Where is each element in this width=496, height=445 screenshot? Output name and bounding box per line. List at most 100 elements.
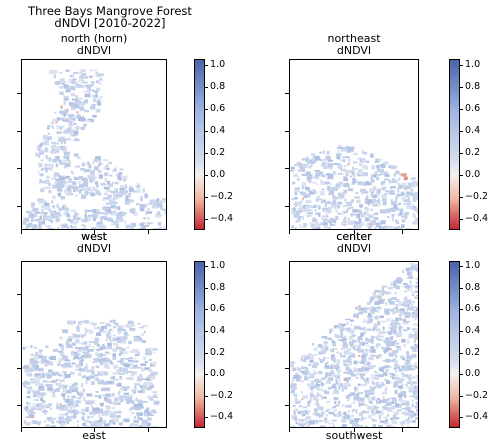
panel-bottom-label-center: southwest [325,429,383,442]
y-tick [17,368,21,369]
colorbar-tick-label: −0.4 [210,213,234,224]
colorbar-tick-label: 0.0 [465,368,481,379]
colorbar-tick [205,417,208,418]
colorbar-tick-label: 0.4 [465,125,481,136]
colorbar-tick-label: −0.4 [465,411,489,422]
colorbar-tick [460,266,463,267]
y-tick [285,368,289,369]
colorbar-tick [205,109,208,110]
colorbar-tick [205,197,208,198]
x-tick [289,230,290,234]
colorbar-tick [460,131,463,132]
panel-bottom-label-north: west [81,230,107,243]
y-tick [17,168,21,169]
y-tick [285,294,289,295]
colorbar-northeast [449,59,460,230]
y-tick [285,131,289,132]
map-north [21,59,167,230]
y-tick [17,405,21,406]
colorbar-tick [460,87,463,88]
colorbar-tick-label: 0.2 [210,347,226,358]
colorbar-tick [460,109,463,110]
colorbar-tick [205,266,208,267]
colorbar-tick-label: −0.2 [210,191,234,202]
colorbar-tick-label: 0.2 [210,147,226,158]
map-raster-west [22,319,160,427]
x-tick [354,428,355,432]
colorbar-tick [460,396,463,397]
map-northeast [289,59,419,230]
y-tick [285,93,289,94]
colorbar-tick-label: −0.4 [210,411,234,422]
colorbar-tick [460,417,463,418]
colorbar-tick-label: −0.2 [210,390,234,401]
colorbar-north [194,59,205,230]
colorbar-tick-label: 0.2 [465,347,481,358]
colorbar-tick [205,374,208,375]
map-raster-north [22,69,166,229]
colorbar-tick-label: −0.4 [465,213,489,224]
colorbar-tick [460,219,463,220]
map-raster-northeast [290,144,418,229]
colorbar-tick [460,374,463,375]
colorbar-tick-label: 0.6 [210,303,226,314]
colorbar-tick-label: 0.2 [465,147,481,158]
map-west [21,261,167,428]
colorbar-tick [460,175,463,176]
colorbar-tick-label: 0.4 [210,125,226,136]
panel-subtitle-west: dNDVI [76,242,112,255]
colorbar-center [449,261,460,428]
colorbar-tick-label: 1.0 [465,59,481,70]
panel-subtitle-north: dNDVI [76,44,112,57]
colorbar-tick-label: 0.8 [210,282,226,293]
colorbar-tick [460,309,463,310]
x-tick [21,230,22,234]
colorbar-tick-label: 0.4 [210,325,226,336]
x-tick [148,230,149,234]
colorbar-tick [205,131,208,132]
colorbar-tick [205,175,208,176]
colorbar-tick [460,65,463,66]
y-tick [285,168,289,169]
colorbar-west [194,261,205,428]
colorbar-tick [205,219,208,220]
panel-bottom-label-west: east [82,429,106,442]
figure-title-line2: dNDVI [2010-2022] [54,16,166,30]
y-tick [17,206,21,207]
panel-title-north: north (horn) [60,32,128,45]
x-tick [402,428,403,432]
y-tick [17,294,21,295]
colorbar-tick-label: 1.0 [210,260,226,271]
colorbar-tick [460,331,463,332]
colorbar-tick [460,197,463,198]
colorbar-tick-label: 0.6 [465,103,481,114]
x-tick [289,428,290,432]
colorbar-tick-label: 0.0 [210,368,226,379]
panel-title-center: center [336,230,372,243]
colorbar-tick-label: 0.4 [465,325,481,336]
colorbar-tick-label: −0.2 [465,191,489,202]
colorbar-tick [460,288,463,289]
panel-subtitle-center: dNDVI [336,242,372,255]
figure-title-line1: Three Bays Mangrove Forest [28,4,192,18]
panel-subtitle-northeast: dNDVI [336,44,372,57]
colorbar-tick [460,153,463,154]
panel-title-west: west [81,230,107,243]
y-tick [17,331,21,332]
x-tick [148,428,149,432]
panel-title-northeast: northeast [327,32,381,45]
colorbar-tick-label: 1.0 [465,260,481,271]
colorbar-tick [205,153,208,154]
colorbar-tick-label: 0.0 [465,169,481,180]
x-tick [94,428,95,432]
x-tick [354,230,355,234]
map-center [289,261,419,428]
colorbar-tick [205,353,208,354]
colorbar-tick-label: 0.0 [210,169,226,180]
colorbar-tick-label: 1.0 [210,59,226,70]
y-tick [285,405,289,406]
colorbar-tick-label: 0.6 [465,303,481,314]
y-tick [285,206,289,207]
colorbar-tick-label: −0.2 [465,390,489,401]
colorbar-tick-label: 0.8 [465,81,481,92]
